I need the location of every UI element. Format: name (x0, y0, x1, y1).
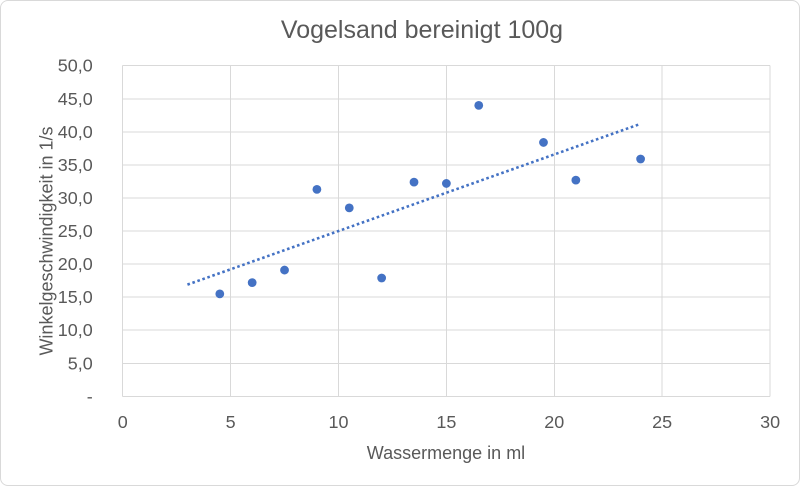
y-tick-label: 35,0 (58, 155, 93, 175)
y-tick-label: 10,0 (58, 320, 93, 340)
y-tick-label: - (87, 386, 93, 406)
x-tick-label: 20 (544, 412, 564, 432)
data-point[interactable] (636, 154, 645, 164)
data-point[interactable] (441, 179, 451, 188)
data-point[interactable] (344, 203, 354, 213)
y-tick-label: 45,0 (58, 89, 93, 109)
x-tick-label: 10 (329, 412, 349, 432)
y-tick-label: 20,0 (58, 254, 93, 274)
y-tick-label: 25,0 (58, 221, 93, 241)
data-point[interactable] (474, 101, 484, 110)
trendline[interactable] (186, 123, 639, 286)
data-point[interactable] (539, 138, 548, 147)
x-tick-label: 25 (652, 412, 672, 432)
data-point[interactable] (280, 265, 289, 275)
y-axis-title: Winkelgeschwindigkeit in 1/s (36, 126, 57, 356)
x-tick-label: 0 (118, 412, 128, 432)
x-tick-label: 30 (760, 412, 780, 432)
data-point[interactable] (571, 175, 581, 185)
y-tick-label: 30,0 (58, 188, 93, 208)
chart-title[interactable]: Vogelsand bereinigt 100g (280, 16, 564, 44)
data-point[interactable] (215, 289, 225, 299)
y-tick-label: 40,0 (58, 122, 93, 142)
data-point[interactable] (312, 185, 322, 194)
y-tick-label: 5,0 (68, 353, 93, 373)
x-tick-label: 15 (436, 412, 456, 432)
x-axis-title: Wassermenge in ml (366, 443, 526, 463)
data-point[interactable] (409, 177, 419, 187)
x-tick-label: 5 (226, 412, 236, 432)
y-tick-label: 50,0 (58, 56, 93, 76)
data-point[interactable] (247, 278, 257, 288)
y-tick-label: 15,0 (58, 287, 93, 307)
data-point[interactable] (377, 273, 387, 283)
